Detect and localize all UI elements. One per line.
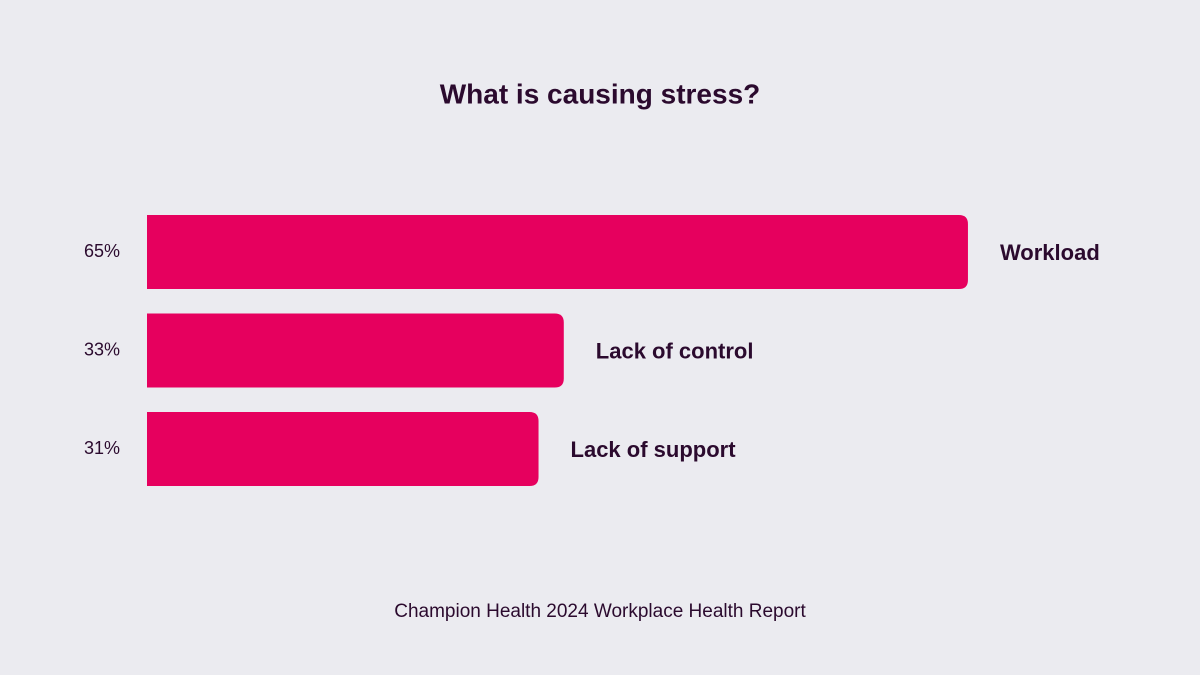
category-label: Lack of control xyxy=(596,338,754,363)
category-label: Lack of support xyxy=(571,437,737,462)
bar xyxy=(147,313,564,388)
bar xyxy=(147,215,968,289)
category-label: Workload xyxy=(1000,240,1100,265)
chart-title: What is causing stress? xyxy=(440,78,761,109)
bar xyxy=(147,412,539,486)
value-label: 33% xyxy=(84,339,120,359)
value-label: 65% xyxy=(84,241,120,261)
value-label: 31% xyxy=(84,438,120,458)
source: Champion Health 2024 Workplace Health Re… xyxy=(394,601,806,622)
